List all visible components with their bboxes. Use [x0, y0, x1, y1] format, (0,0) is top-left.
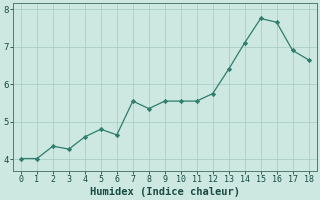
X-axis label: Humidex (Indice chaleur): Humidex (Indice chaleur) — [90, 186, 240, 197]
